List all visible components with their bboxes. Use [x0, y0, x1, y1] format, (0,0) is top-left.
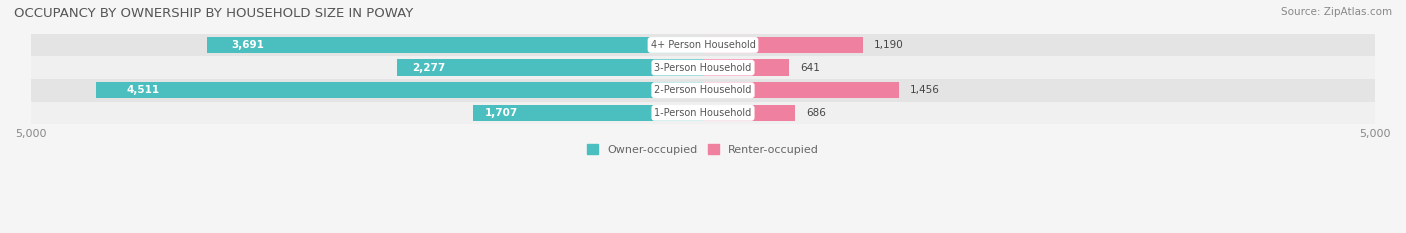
Bar [31, 56, 1375, 79]
Legend: Owner-occupied, Renter-occupied: Owner-occupied, Renter-occupied [582, 140, 824, 159]
Bar [31, 34, 1375, 56]
Bar [31, 102, 1375, 124]
Text: Source: ZipAtlas.com: Source: ZipAtlas.com [1281, 7, 1392, 17]
Text: 1,190: 1,190 [873, 40, 904, 50]
Bar [396, 59, 703, 76]
Text: 4+ Person Household: 4+ Person Household [651, 40, 755, 50]
Bar [474, 105, 703, 121]
Bar [703, 59, 789, 76]
Bar [97, 82, 703, 98]
Text: 3,691: 3,691 [232, 40, 264, 50]
Text: 1,456: 1,456 [910, 85, 939, 95]
Text: 1-Person Household: 1-Person Household [654, 108, 752, 118]
Text: 3-Person Household: 3-Person Household [654, 63, 752, 73]
Bar [703, 105, 796, 121]
Text: 1,707: 1,707 [485, 108, 519, 118]
Bar [703, 37, 863, 53]
Bar [207, 37, 703, 53]
Bar [703, 82, 898, 98]
Text: 4,511: 4,511 [127, 85, 160, 95]
Text: 2-Person Household: 2-Person Household [654, 85, 752, 95]
Text: 686: 686 [806, 108, 825, 118]
Text: OCCUPANCY BY OWNERSHIP BY HOUSEHOLD SIZE IN POWAY: OCCUPANCY BY OWNERSHIP BY HOUSEHOLD SIZE… [14, 7, 413, 20]
Bar [31, 79, 1375, 102]
Text: 641: 641 [800, 63, 820, 73]
Text: 2,277: 2,277 [412, 63, 446, 73]
